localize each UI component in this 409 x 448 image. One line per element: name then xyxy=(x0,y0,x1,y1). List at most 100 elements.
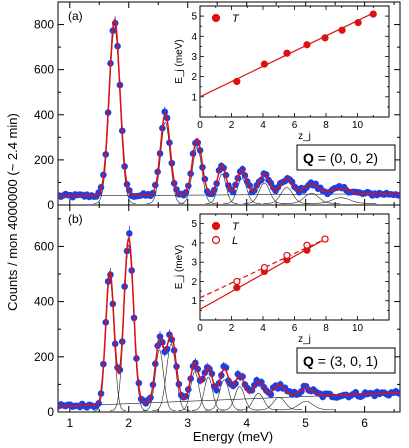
y-tick-label: 400 xyxy=(34,108,54,122)
inset-y-axis-title: E_j (meV) xyxy=(174,39,185,83)
inset-x-tick-label: 0 xyxy=(197,323,203,334)
inset-y-tick-label: 3 xyxy=(191,52,197,63)
inset-y-tick-label: 4 xyxy=(191,32,197,43)
x-axis-title: Energy (meV) xyxy=(193,429,273,444)
legend-label: T xyxy=(232,221,240,233)
component-peak-curve xyxy=(220,386,259,411)
legend-label: T xyxy=(232,13,240,25)
inset-x-tick-label: 4 xyxy=(260,120,266,131)
q-value: = (3, 0, 1) xyxy=(314,353,378,369)
x-tick-label: 4 xyxy=(243,416,250,430)
component-peak-curve xyxy=(152,343,191,411)
data-point xyxy=(166,331,173,338)
inset-x-tick-label: 10 xyxy=(352,323,364,334)
inset-point xyxy=(233,77,241,86)
inset-x-tick-label: 6 xyxy=(292,323,298,334)
y-tick-label: 0 xyxy=(47,405,54,419)
inset-fit-line xyxy=(199,238,326,299)
inset-point xyxy=(233,284,241,292)
legend-label: L xyxy=(232,235,238,247)
inset-x-axis-title: z_j xyxy=(298,334,311,345)
inset-y-tick-label: 5 xyxy=(191,12,197,23)
data-point xyxy=(163,345,171,353)
component-peak-curve xyxy=(205,173,238,204)
y-tick-label: 600 xyxy=(34,63,54,77)
panel-label: (a) xyxy=(68,9,83,23)
inset-y-tick-label: 4 xyxy=(191,238,197,249)
legend-marker xyxy=(211,235,221,245)
inset-point xyxy=(354,18,362,27)
inset-x-tick-label: 2 xyxy=(229,323,235,334)
x-tick-label: 2 xyxy=(125,416,132,430)
component-peak-curve xyxy=(243,182,285,204)
inset-point xyxy=(321,34,329,42)
data-point xyxy=(126,230,133,237)
x-tick-label: 5 xyxy=(302,416,309,430)
component-peak-curve xyxy=(205,379,244,411)
q-vector-label: Q = (3, 0, 1) xyxy=(303,353,378,369)
inset-point xyxy=(283,251,291,260)
q-vector-box xyxy=(296,144,396,171)
component-peak-curve xyxy=(283,192,340,204)
inset-point xyxy=(283,49,291,57)
data-point xyxy=(161,108,169,116)
q-symbol: Q xyxy=(303,353,314,369)
inset-x-tick-label: 6 xyxy=(292,120,298,131)
inset-frame xyxy=(199,213,390,321)
data-point xyxy=(239,373,246,380)
inset-y-tick-label: 3 xyxy=(191,258,197,269)
background-line xyxy=(58,193,400,197)
inset-y-tick-label: 2 xyxy=(191,277,197,288)
component-peak-curve xyxy=(263,187,310,204)
component-peak-curve xyxy=(178,371,211,411)
inset-x-tick-label: 4 xyxy=(260,323,266,334)
inset-y-tick-label: 1 xyxy=(191,92,197,103)
y-tick-label: 200 xyxy=(34,153,54,167)
inset-y-tick-label: 2 xyxy=(191,72,197,83)
inset-x-tick-label: 2 xyxy=(229,120,235,131)
q-value: = (0, 0, 2) xyxy=(314,150,378,166)
fit-curve xyxy=(58,236,400,408)
plot-area xyxy=(58,16,400,204)
inset-point xyxy=(303,241,311,249)
fit-curve xyxy=(58,18,400,197)
inset-point xyxy=(260,263,269,272)
legend-marker xyxy=(211,13,221,23)
y-axis-title: Counts / mon 4000000 (~ 2.4 min) xyxy=(5,113,20,311)
component-peak-curve xyxy=(255,397,302,411)
y-tick-label: 800 xyxy=(34,18,54,32)
inset-x-tick-label: 0 xyxy=(197,120,203,131)
y-tick-label: 200 xyxy=(34,350,54,364)
plot-frame xyxy=(57,204,401,413)
y-tick-label: 0 xyxy=(47,198,54,212)
inset-point xyxy=(369,10,377,18)
x-tick-label: 1 xyxy=(66,416,73,430)
inset-x-axis-title: z_j xyxy=(298,131,311,142)
q-vector-box xyxy=(296,347,396,374)
inset-point xyxy=(260,60,269,68)
data-point xyxy=(156,333,164,340)
q-vector-label: Q = (0, 0, 2) xyxy=(303,150,378,166)
inset-point xyxy=(303,41,311,49)
component-peak-curve xyxy=(237,393,279,411)
component-peak-curve xyxy=(277,401,334,411)
inset-y-tick-label: 1 xyxy=(191,296,197,307)
component-peak-curve xyxy=(109,244,148,412)
data-point xyxy=(95,399,102,407)
data-point xyxy=(213,386,220,394)
y-tick-label: 600 xyxy=(34,239,54,253)
component-peak-curve xyxy=(142,349,176,411)
inset-point xyxy=(338,26,346,34)
inset-point xyxy=(233,277,241,286)
legend-marker xyxy=(211,221,221,231)
q-symbol: Q xyxy=(303,150,314,166)
component-peak-curve xyxy=(223,178,261,204)
x-tick-label: 6 xyxy=(361,416,368,430)
data-point xyxy=(298,387,305,395)
component-peak-curve xyxy=(191,376,225,411)
